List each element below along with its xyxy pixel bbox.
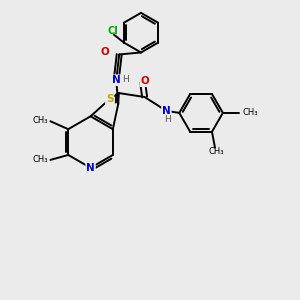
Text: CH₃: CH₃ xyxy=(208,147,224,156)
Text: CH₃: CH₃ xyxy=(243,108,258,117)
Text: Cl: Cl xyxy=(108,26,118,36)
Text: O: O xyxy=(101,47,110,58)
Text: N: N xyxy=(86,163,95,173)
Text: CH₃: CH₃ xyxy=(33,116,48,125)
Text: N: N xyxy=(162,106,171,116)
Text: O: O xyxy=(140,76,149,86)
Text: N: N xyxy=(112,75,121,85)
Text: CH₃: CH₃ xyxy=(33,155,48,164)
Text: H: H xyxy=(122,75,128,84)
Text: S: S xyxy=(106,94,113,104)
Text: H: H xyxy=(164,115,171,124)
